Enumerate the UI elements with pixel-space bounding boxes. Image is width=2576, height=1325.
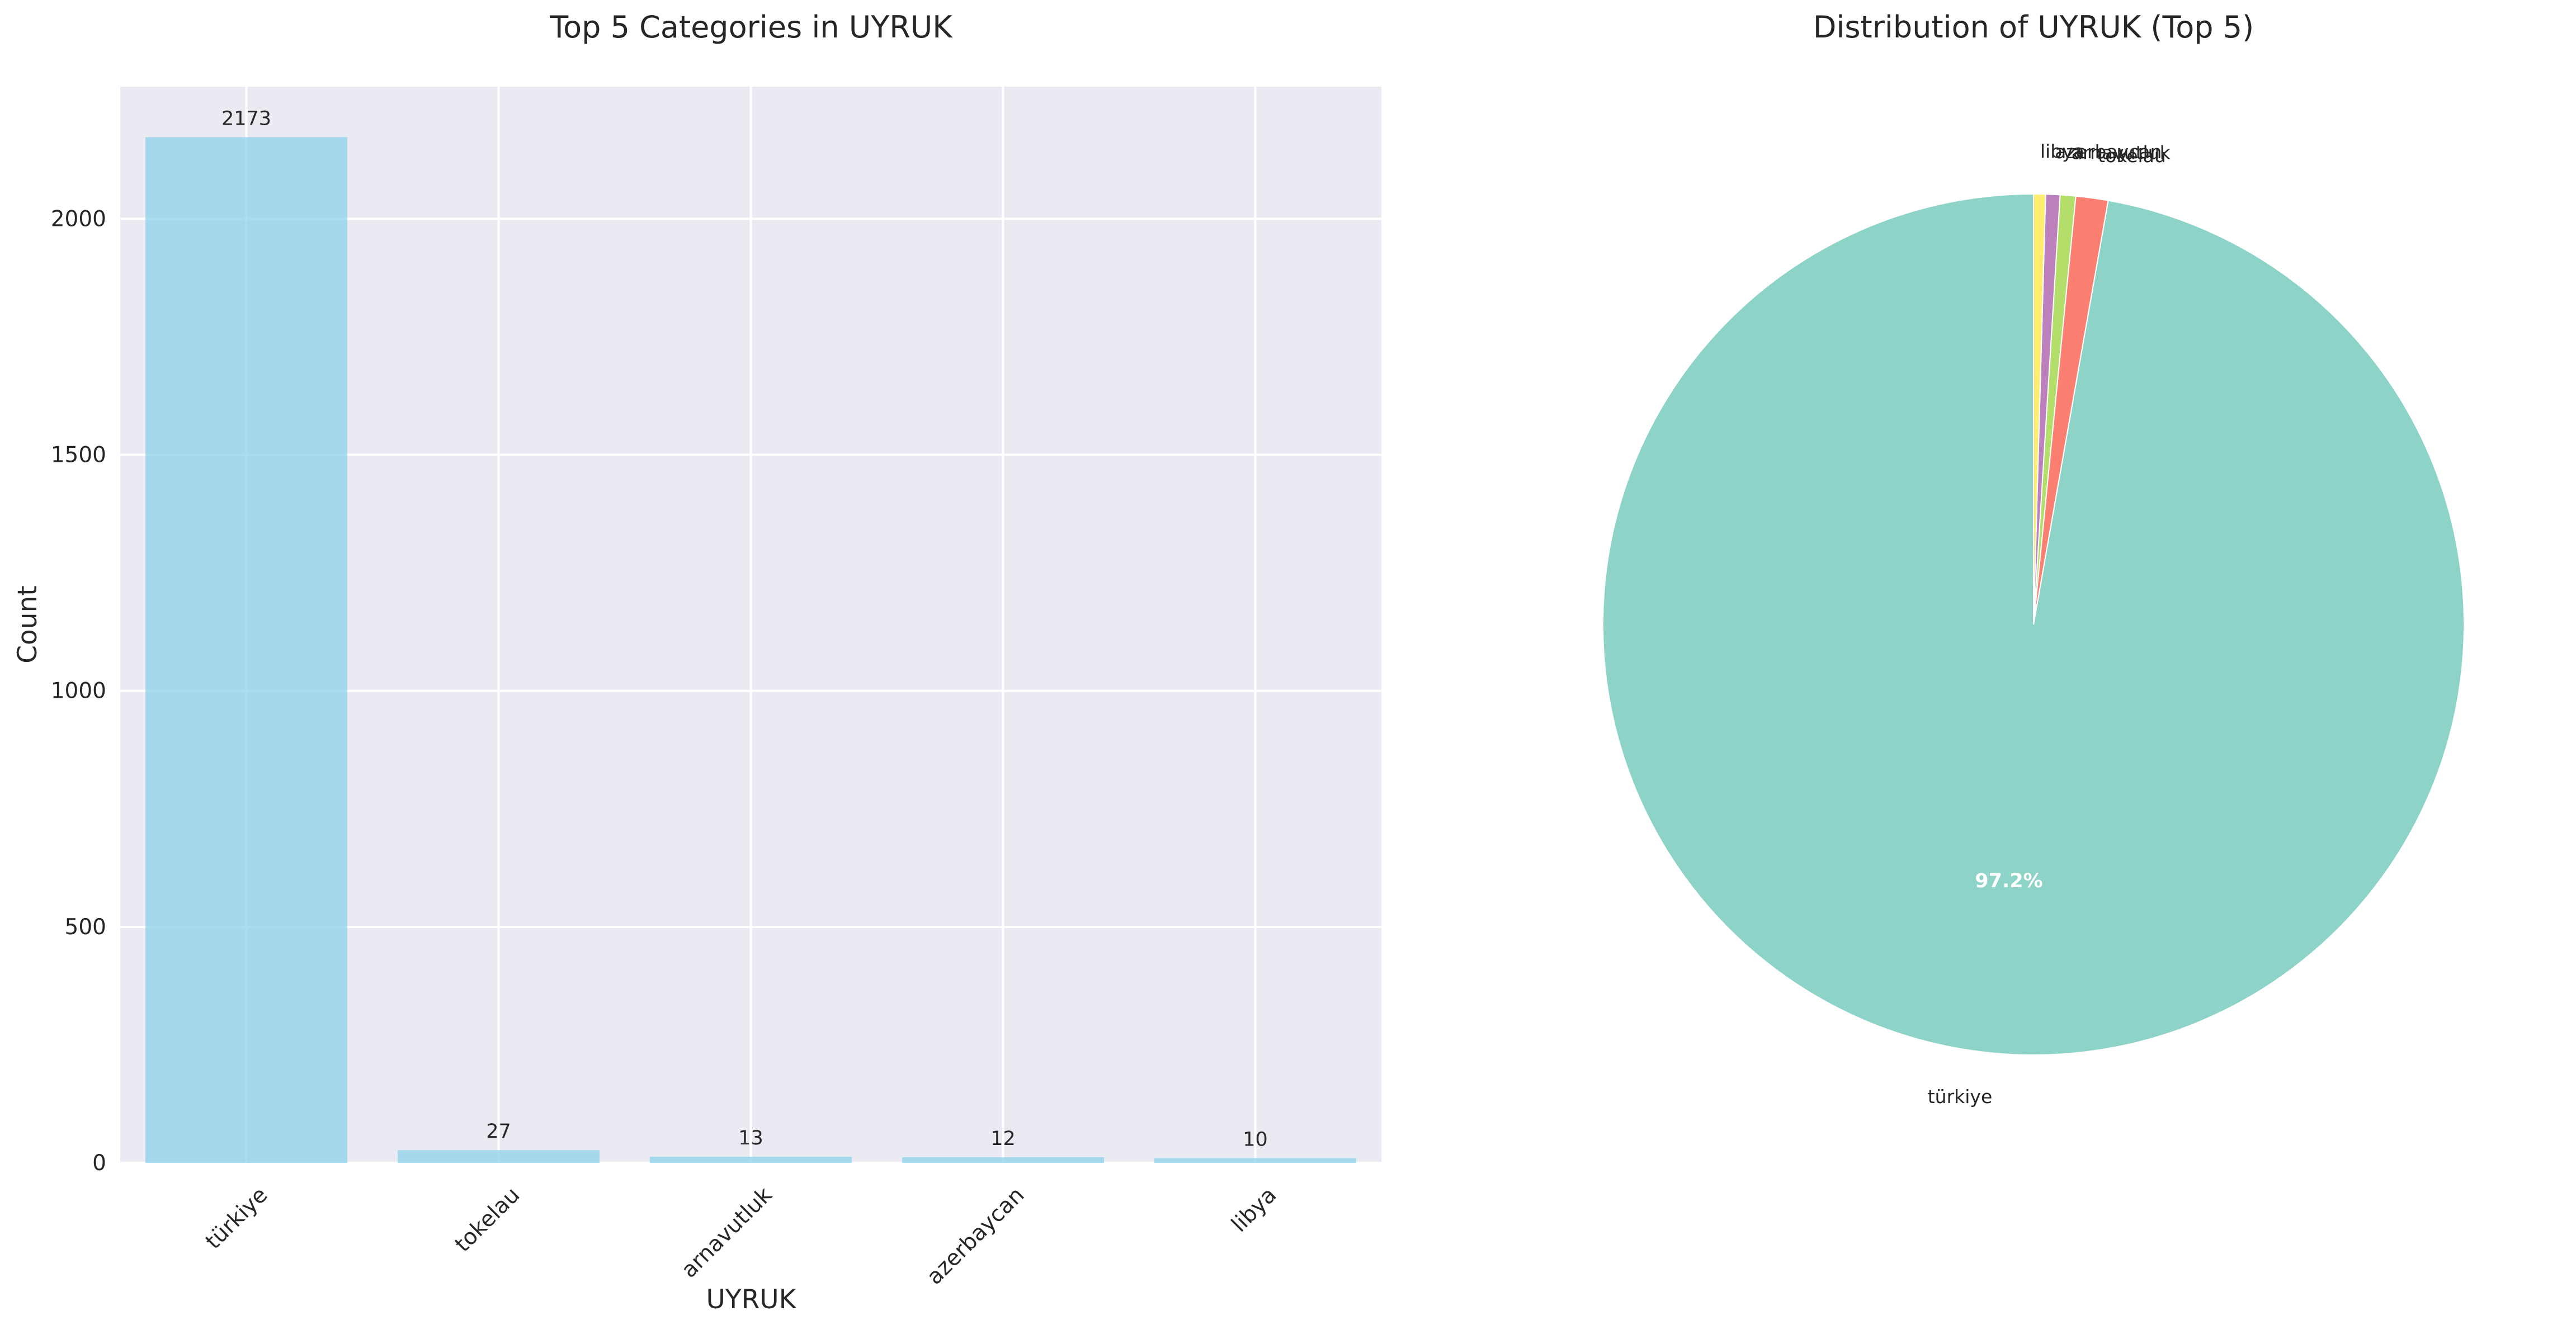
- bar-series: [145, 137, 1356, 1163]
- bar: [145, 137, 347, 1163]
- bar-value-label: 27: [486, 1120, 511, 1143]
- bar: [902, 1157, 1104, 1163]
- bar: [1154, 1158, 1356, 1163]
- x-tick-label: türkiye: [201, 1182, 272, 1254]
- y-tick-label: 2000: [51, 206, 106, 231]
- x-tick-label: tokelau: [450, 1182, 525, 1257]
- y-tick-label: 1500: [51, 443, 106, 468]
- bar-chart-title: Top 5 Categories in UYRUK: [549, 10, 953, 45]
- pie-chart: Distribution of UYRUK (Top 5) türkiye tok…: [1602, 10, 2465, 1108]
- y-tick-label: 0: [92, 1151, 106, 1176]
- bar: [650, 1157, 852, 1163]
- bar-value-labels: 2173 27 13 12 10: [221, 107, 1268, 1151]
- bar-x-ticks: türkiye tokelau arnavutluk azerbaycan libya: [201, 1182, 1281, 1290]
- pie-slices: [1602, 193, 2465, 1056]
- pie-slice-label: türkiye: [1928, 1086, 1993, 1108]
- bar: [398, 1150, 600, 1163]
- x-tick-label: azerbaycan: [922, 1182, 1030, 1290]
- y-tick-label: 1000: [51, 679, 106, 704]
- pie-slice-label: libya: [2040, 140, 2084, 162]
- pie-slice: [2033, 193, 2046, 625]
- x-tick-label: libya: [1227, 1182, 1282, 1237]
- pie-slice-label: azerbaycan: [2055, 141, 2162, 163]
- bar-y-axis-label: Count: [12, 585, 43, 664]
- bar-chart: Top 5 Categories in UYRUK 0 500 1000 1500 20…: [12, 10, 1381, 1315]
- bar-x-axis-label: UYRUK: [706, 1284, 797, 1315]
- pie-slice-label: tokelau: [2098, 145, 2166, 167]
- bar-value-label: 13: [738, 1127, 763, 1149]
- bar-value-label: 12: [990, 1128, 1016, 1150]
- x-tick-label: arnavutluk: [677, 1182, 777, 1283]
- pie-chart-title: Distribution of UYRUK (Top 5): [1813, 10, 2254, 45]
- y-tick-label: 500: [65, 915, 106, 940]
- bar-y-ticks: 0 500 1000 1500 2000: [51, 206, 106, 1176]
- pie-pct-label: 97.2%: [1975, 870, 2042, 892]
- bar-value-label: 10: [1243, 1129, 1268, 1151]
- bar-value-label: 2173: [221, 107, 271, 130]
- pie-slice-label: arnavutluk: [2072, 142, 2171, 164]
